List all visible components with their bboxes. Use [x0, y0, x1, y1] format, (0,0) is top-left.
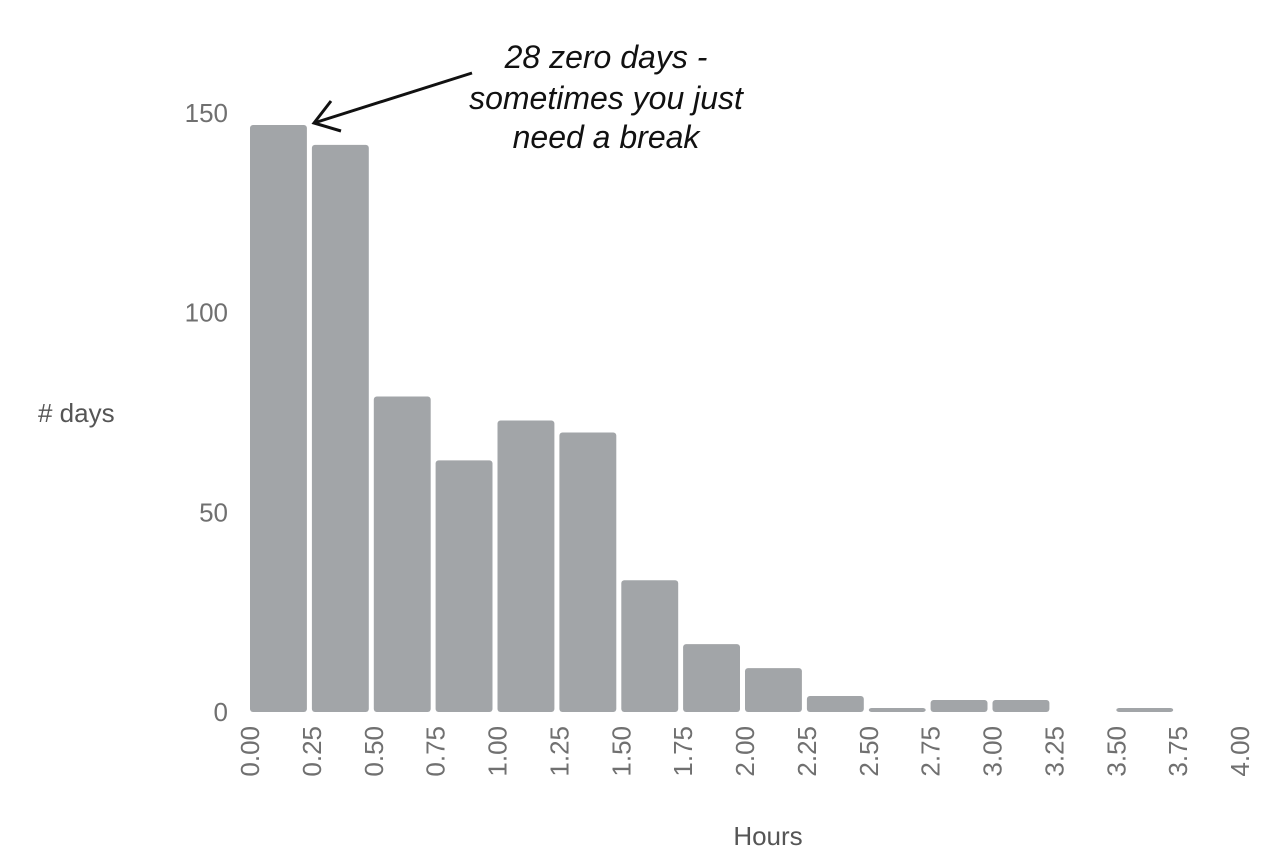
bar-10 [868, 708, 926, 712]
annotation-line-2: sometimes you just [469, 80, 744, 116]
x-tick-label-14: 3.50 [1101, 726, 1131, 777]
x-tick-label-16: 4.00 [1225, 726, 1255, 777]
y-tick-label-2: 100 [185, 298, 228, 328]
x-tick-label-11: 2.75 [916, 726, 946, 777]
annotation-line-3: need a break [513, 119, 702, 155]
x-tick-label-1: 0.25 [297, 726, 327, 777]
x-tick-label-0: 0.00 [235, 726, 265, 777]
bar-9 [806, 696, 864, 712]
bar-8 [745, 668, 802, 712]
x-tick-label-6: 1.50 [606, 726, 636, 777]
bar-2 [373, 396, 431, 712]
bar-14 [1116, 708, 1174, 712]
x-tick-label-10: 2.50 [854, 726, 884, 777]
y-tick-label-0: 0 [214, 697, 228, 727]
bar-1 [311, 144, 369, 712]
x-tick-labels: 0.00 0.25 0.50 0.75 1.00 1.25 1.50 1.75 2.00 2.25… [235, 726, 1255, 777]
bar-7 [683, 644, 740, 712]
bar-3 [435, 460, 493, 712]
x-tick-label-5: 1.25 [544, 726, 574, 777]
y-axis-title: # days [38, 398, 115, 428]
bar-4 [497, 420, 555, 712]
y-tick-label-3: 150 [185, 98, 228, 128]
x-tick-label-7: 1.75 [668, 726, 698, 777]
x-tick-label-3: 0.75 [421, 726, 451, 777]
bar-6 [621, 580, 679, 712]
x-tick-label-13: 3.25 [1039, 726, 1069, 777]
x-tick-label-4: 1.00 [483, 726, 513, 777]
bars-group [250, 125, 1174, 712]
annotation-arrow-shaft [313, 71, 473, 125]
y-tick-label-1: 50 [199, 497, 228, 527]
bar-11 [930, 700, 988, 712]
y-tick-labels: 0 50 100 150 [185, 98, 228, 727]
x-tick-label-8: 2.00 [730, 726, 760, 777]
x-tick-label-2: 0.50 [359, 726, 389, 777]
bar-5 [559, 432, 617, 712]
annotation: 28 zero days - sometimes you just need a… [311, 39, 744, 155]
x-axis-title: Hours [733, 821, 802, 851]
x-tick-label-12: 3.00 [978, 726, 1008, 777]
x-tick-label-15: 3.75 [1163, 726, 1193, 777]
bar-12 [992, 700, 1050, 712]
annotation-line-1: 28 zero days - [504, 39, 708, 75]
x-tick-label-9: 2.25 [792, 726, 822, 777]
bar-0 [250, 125, 307, 712]
annotation-arrowhead-icon [311, 100, 342, 133]
